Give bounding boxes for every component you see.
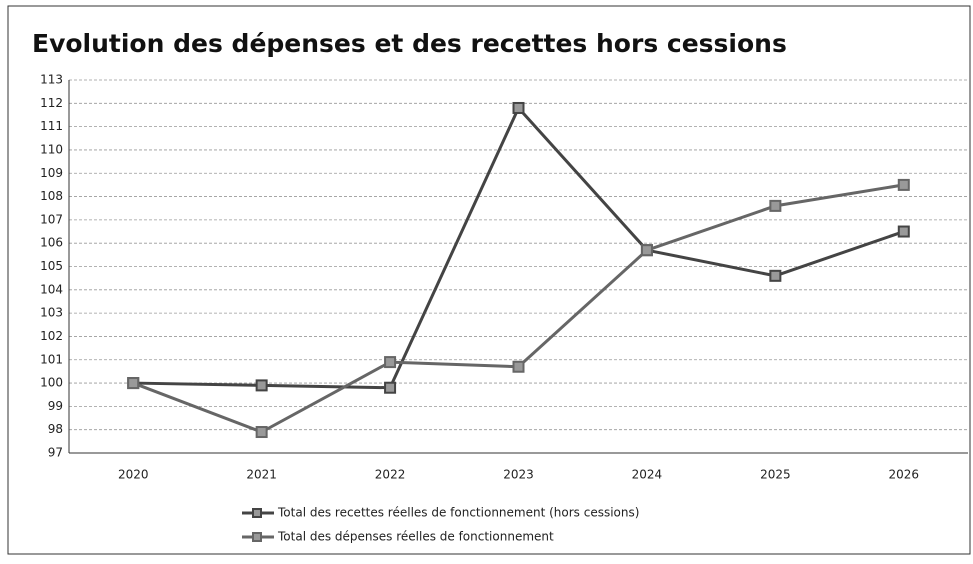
marker	[897, 178, 910, 191]
legend-marker	[252, 508, 262, 518]
x-tick-label: 2022	[375, 468, 406, 482]
y-tick-label: 98	[48, 422, 63, 436]
legend-marker	[252, 532, 262, 542]
y-tick-label: 111	[40, 119, 63, 133]
y-tick-label: 101	[40, 352, 63, 366]
x-tick-label: 2023	[503, 468, 534, 482]
marker	[255, 426, 268, 439]
chart-title: Evolution des dépenses et des recettes h…	[32, 29, 787, 58]
y-tick-label: 112	[40, 96, 63, 110]
y-tick-label: 99	[48, 399, 63, 413]
marker	[127, 377, 140, 390]
y-tick-label: 106	[40, 236, 63, 250]
y-tick-label: 107	[40, 212, 63, 226]
marker	[640, 244, 653, 257]
y-tick-label: 104	[40, 282, 63, 296]
marker	[512, 101, 525, 114]
marker	[769, 199, 782, 212]
y-tick-label: 103	[40, 306, 63, 320]
legend-label: Total des recettes réelles de fonctionne…	[277, 506, 639, 520]
y-tick-label: 100	[40, 376, 63, 390]
y-tick-label: 113	[40, 73, 63, 87]
x-tick-label: 2020	[118, 468, 149, 482]
series-line	[133, 105, 905, 390]
marker	[769, 269, 782, 282]
series-line	[132, 183, 905, 434]
y-tick-label: 97	[48, 446, 63, 460]
y-tick-label: 109	[40, 166, 63, 180]
y-tick-label: 110	[40, 142, 63, 156]
marker	[384, 381, 397, 394]
y-tick-label: 105	[40, 259, 63, 273]
x-tick-label: 2025	[760, 468, 791, 482]
x-tick-label: 2021	[246, 468, 277, 482]
frame	[7, 5, 971, 555]
y-tick-label: 108	[40, 189, 63, 203]
legend-label: Total des dépenses réelles de fonctionne…	[277, 530, 554, 544]
x-tick-label: 2026	[889, 468, 920, 482]
marker	[897, 225, 910, 238]
marker	[512, 360, 525, 373]
marker	[255, 379, 268, 392]
y-tick-label: 102	[40, 329, 63, 343]
x-tick-label: 2024	[632, 468, 663, 482]
marker	[384, 356, 397, 369]
